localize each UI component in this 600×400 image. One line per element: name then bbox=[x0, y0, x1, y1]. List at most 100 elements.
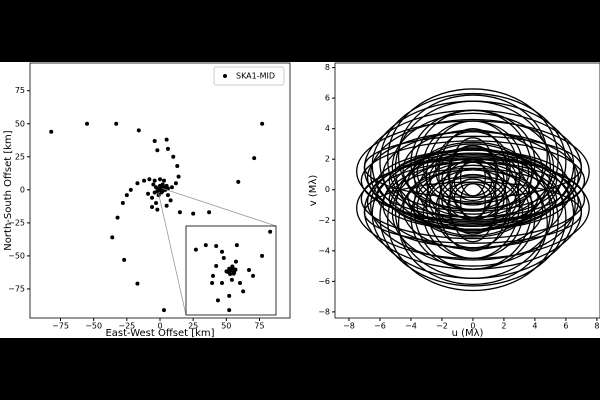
x-tick-label: 6 bbox=[563, 322, 568, 331]
point bbox=[252, 156, 257, 161]
y-tick-label: 25 bbox=[15, 152, 25, 161]
point bbox=[191, 211, 196, 216]
inset-point bbox=[231, 271, 236, 276]
point bbox=[85, 121, 90, 126]
inset-point bbox=[247, 268, 251, 273]
point bbox=[165, 146, 170, 151]
inset-point bbox=[251, 273, 256, 278]
point bbox=[260, 121, 265, 126]
point bbox=[154, 185, 159, 190]
point bbox=[155, 148, 160, 153]
point bbox=[49, 129, 54, 134]
uv-track bbox=[425, 147, 521, 260]
point bbox=[122, 257, 127, 262]
inset-point bbox=[221, 256, 226, 261]
inset-point bbox=[233, 267, 238, 272]
y-axis-label: v (Mλ) bbox=[308, 175, 319, 207]
uv-track bbox=[413, 109, 533, 234]
x-tick-label: −50 bbox=[85, 322, 102, 331]
x-tick-label: 0 bbox=[157, 322, 162, 331]
point bbox=[152, 138, 157, 143]
uv-track bbox=[435, 173, 511, 249]
legend-marker bbox=[223, 74, 227, 78]
x-tick-label: 2 bbox=[501, 322, 506, 331]
point bbox=[124, 193, 129, 198]
x-tick-label: −25 bbox=[118, 322, 135, 331]
y-tick-label: −8 bbox=[318, 307, 330, 316]
x-tick-label: 4 bbox=[532, 322, 537, 331]
uv-track bbox=[449, 161, 497, 243]
inset-point bbox=[227, 266, 232, 271]
y-tick-label: 2 bbox=[325, 155, 330, 164]
x-tick-label: −8 bbox=[343, 322, 355, 331]
inset-connector bbox=[162, 188, 277, 227]
uv-track bbox=[388, 149, 558, 212]
y-tick-label: 50 bbox=[15, 119, 25, 128]
inset-point bbox=[214, 244, 219, 249]
point bbox=[168, 198, 173, 203]
inset-point bbox=[234, 243, 239, 248]
x-tick-label: 25 bbox=[188, 322, 198, 331]
point bbox=[160, 182, 165, 187]
legend-label: SKA1-MID bbox=[236, 72, 275, 81]
point bbox=[169, 185, 174, 190]
inset-point bbox=[238, 280, 242, 285]
x-tick-label: −2 bbox=[436, 322, 448, 331]
y-tick-label: 0 bbox=[325, 185, 330, 194]
point bbox=[161, 308, 166, 313]
point bbox=[155, 207, 160, 212]
y-tick-label: −50 bbox=[8, 251, 25, 260]
plot-frame bbox=[29, 62, 291, 319]
point bbox=[177, 210, 182, 215]
x-tick-label: −4 bbox=[405, 322, 417, 331]
point bbox=[176, 174, 181, 179]
point bbox=[115, 215, 120, 220]
uv-track bbox=[416, 141, 530, 205]
uv-track bbox=[438, 158, 508, 252]
y-tick-label: 0 bbox=[20, 185, 25, 194]
inset-point bbox=[233, 259, 238, 264]
point bbox=[147, 177, 152, 182]
uv-track bbox=[416, 175, 530, 238]
point bbox=[161, 178, 166, 183]
point bbox=[164, 183, 169, 188]
point bbox=[110, 235, 115, 240]
tracks bbox=[356, 88, 590, 292]
inset-point bbox=[220, 280, 224, 285]
x-axis-label: u (Mλ) bbox=[452, 328, 484, 339]
point bbox=[142, 178, 147, 183]
point bbox=[165, 193, 170, 198]
point bbox=[173, 181, 178, 186]
inset-point bbox=[268, 229, 273, 234]
x-tick-label: 50 bbox=[221, 322, 231, 331]
uv-track bbox=[363, 181, 583, 244]
point bbox=[135, 181, 140, 186]
uv-track bbox=[407, 169, 539, 226]
inset-point bbox=[224, 269, 229, 274]
point bbox=[146, 191, 151, 196]
inset-connector bbox=[158, 193, 187, 316]
x-tick-label: 8 bbox=[594, 322, 599, 331]
point bbox=[171, 154, 176, 159]
point bbox=[154, 201, 159, 206]
point bbox=[207, 210, 212, 215]
point bbox=[150, 195, 155, 200]
uv-track bbox=[388, 167, 558, 231]
y-tick-label: 4 bbox=[325, 124, 330, 133]
point bbox=[150, 205, 155, 210]
point bbox=[236, 179, 241, 184]
x-tick-label: −75 bbox=[52, 322, 69, 331]
y-tick-label: −75 bbox=[8, 284, 25, 293]
uv-track bbox=[438, 128, 508, 221]
inset-point bbox=[260, 253, 265, 258]
point bbox=[175, 164, 180, 169]
point bbox=[128, 187, 133, 192]
y-tick-label: −6 bbox=[318, 277, 330, 286]
point bbox=[159, 190, 164, 195]
inset-point bbox=[215, 298, 220, 303]
uv-track bbox=[407, 153, 539, 211]
inset-point bbox=[228, 272, 233, 277]
point bbox=[120, 201, 125, 206]
